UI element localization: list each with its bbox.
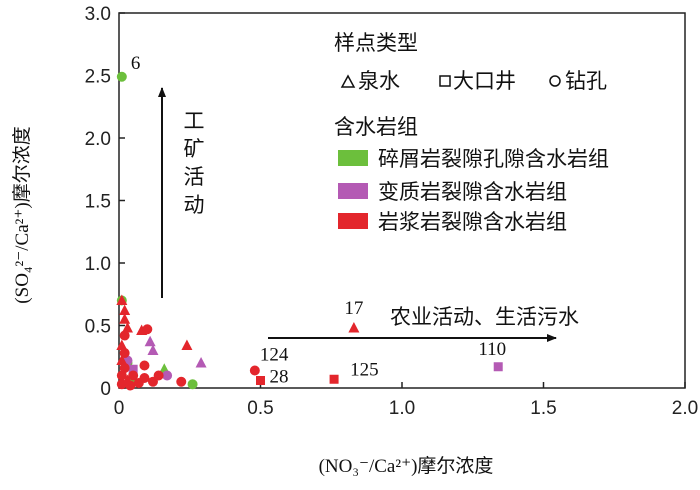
data-point-triangle <box>147 344 159 355</box>
legend: 样点类型 泉水 大口井 钻孔 含水岩组 碎屑岩裂隙孔隙含水岩组 变质岩裂隙含水岩… <box>334 31 609 234</box>
data-point-circle <box>139 373 150 383</box>
y-tick-label: 1.5 <box>85 192 111 213</box>
data-point-circle <box>128 370 139 381</box>
data-point-label: 124 <box>260 345 289 366</box>
y-axis-ticks: 0 0.5 1.0 1.5 2.0 2.5 3.0 <box>85 4 125 400</box>
data-point-label: 17 <box>344 298 363 319</box>
y-tick-label: 2.5 <box>85 67 111 88</box>
data-point-square <box>256 376 265 385</box>
data-point-square <box>493 362 503 372</box>
data-point-triangle <box>144 335 156 347</box>
y-axis-label: (SO₄²⁻/Ca²⁺)摩尔浓度 <box>11 126 33 303</box>
legend-triangle-marker <box>340 74 356 88</box>
data-point-label: 6 <box>131 53 141 74</box>
data-point-triangle <box>195 357 207 368</box>
data-point-square <box>329 374 339 384</box>
data-point-label: 28 <box>270 367 289 388</box>
legend-circle-marker <box>549 75 561 87</box>
data-point-label: 110 <box>478 339 506 360</box>
y-tick-label: 0 <box>100 379 111 400</box>
legend-type-title: 样点类型 <box>334 31 418 55</box>
data-point-circle <box>162 370 173 381</box>
y-tick-label: 1.0 <box>85 254 111 275</box>
data-point-circle <box>187 379 198 390</box>
data-point-triangle <box>119 304 131 315</box>
x-axis-label: (NO₃⁻/Ca²⁺)摩尔浓度 <box>319 455 494 477</box>
x-tick-label: 1.0 <box>389 398 415 419</box>
x-tick-label: 0.5 <box>247 398 273 419</box>
legend-square-marker <box>439 75 451 87</box>
legend-swatch-magmatic <box>338 213 368 229</box>
data-point-triangle <box>348 322 360 333</box>
data-point-triangle <box>181 339 193 350</box>
data-point-circle <box>125 380 136 391</box>
data-point-circle <box>119 363 130 373</box>
mining-arrow-label: 工矿活动 <box>184 109 205 217</box>
legend-group-clastic: 碎屑岩裂隙孔隙含水岩组 <box>378 147 609 171</box>
legend-group-magmatic: 岩浆岩裂隙含水岩组 <box>378 210 567 234</box>
x-tick-label: 2.0 <box>672 398 698 419</box>
agriculture-arrow-label: 农业活动、生活污水 <box>390 305 579 329</box>
y-tick-label: 0.5 <box>85 317 111 338</box>
y-tick-label: 3.0 <box>85 4 111 25</box>
data-point-triangle <box>116 294 128 305</box>
data-point-square <box>128 364 138 374</box>
data-point-triangle <box>121 322 133 333</box>
data-point-circle <box>116 379 127 390</box>
data-point-label: 125 <box>350 359 379 380</box>
x-tick-label: 0 <box>114 398 125 419</box>
legend-type-spring: 泉水 <box>358 69 400 93</box>
data-point-circle <box>116 370 127 381</box>
data-point-circle <box>139 360 150 371</box>
legend-type-well: 大口井 <box>453 69 516 93</box>
data-point-circle <box>249 365 260 376</box>
data-point-circle <box>116 71 127 82</box>
legend-type-borehole: 钻孔 <box>565 69 607 93</box>
data-point-triangle <box>116 339 128 350</box>
x-axis-ticks: 0 0.5 1.0 1.5 2.0 <box>114 382 698 419</box>
y-tick-label: 2.0 <box>85 129 111 150</box>
data-points <box>116 71 503 391</box>
data-point-circle <box>153 370 164 381</box>
legend-group-metamorphic: 变质岩裂隙含水岩组 <box>378 180 567 204</box>
data-point-circle <box>119 330 130 341</box>
legend-swatch-metamorphic <box>338 183 368 199</box>
data-point-triangle <box>119 313 131 324</box>
data-point-triangle <box>116 354 128 365</box>
legend-swatch-clastic <box>338 150 368 166</box>
data-point-circle <box>142 324 153 335</box>
legend-group-title: 含水岩组 <box>334 115 418 139</box>
data-point-circle <box>176 376 187 387</box>
x-tick-label: 1.5 <box>530 398 556 419</box>
